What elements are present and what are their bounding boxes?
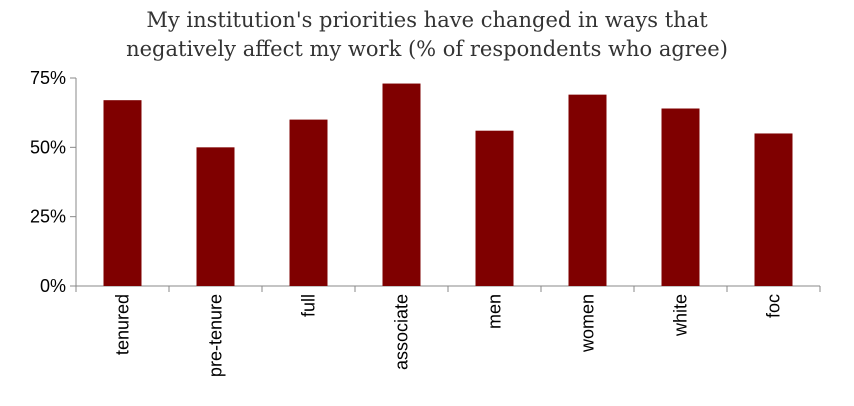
chart-title-line-2: negatively affect my work (% of responde…	[126, 37, 728, 61]
y-tick-label: 25%	[30, 207, 66, 227]
x-tick-label-men: men	[485, 294, 505, 329]
bar-pre-tenure	[196, 147, 235, 286]
chart-labels: 0% 25% 50% 75% tenured pre-tenure full associat…	[30, 68, 784, 377]
chart-title: My institution's priorities have changed…	[0, 6, 854, 64]
x-tick-label-pre-tenure: pre-tenure	[206, 294, 226, 377]
x-tick-label-foc: foc	[764, 294, 784, 318]
x-tick-label-white: white	[671, 294, 691, 337]
chart-title-line-1: My institution's priorities have changed…	[146, 8, 708, 32]
y-tick-label: 0%	[40, 276, 66, 296]
x-tick-label-full: full	[299, 294, 319, 317]
chart-bars	[103, 83, 793, 287]
y-tick-label: 75%	[30, 68, 66, 88]
y-tick-label: 50%	[30, 137, 66, 157]
x-tick-label-associate: associate	[392, 294, 412, 370]
bar-men	[475, 130, 514, 286]
x-tick-label-tenured: tenured	[113, 294, 133, 355]
bar-women	[568, 94, 607, 286]
bar-associate	[382, 83, 421, 287]
bar-white	[661, 108, 700, 286]
bar-full	[289, 119, 328, 286]
bar-tenured	[103, 100, 142, 286]
chart-axes	[70, 77, 821, 292]
bar-foc	[754, 133, 793, 286]
x-tick-label-women: women	[578, 294, 598, 353]
